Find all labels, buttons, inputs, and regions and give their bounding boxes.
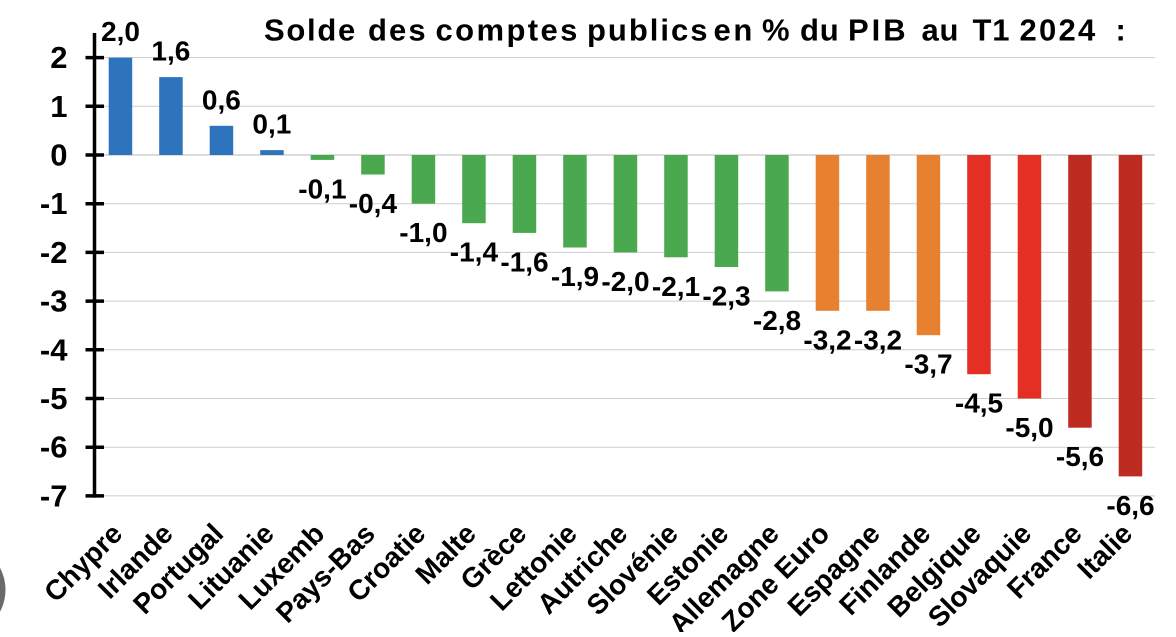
svg-text:-4: -4 bbox=[40, 332, 68, 367]
svg-text:-2,3: -2,3 bbox=[702, 281, 750, 312]
svg-text:2,0: 2,0 bbox=[101, 16, 140, 47]
svg-text:-3,2: -3,2 bbox=[803, 324, 851, 355]
svg-text:-0,1: -0,1 bbox=[298, 173, 346, 204]
svg-text:-2,0: -2,0 bbox=[601, 266, 649, 297]
svg-text:-3,7: -3,7 bbox=[904, 349, 952, 380]
svg-text:-1,6: -1,6 bbox=[500, 246, 548, 277]
svg-text:-5,6: -5,6 bbox=[1056, 441, 1104, 472]
svg-text:-5: -5 bbox=[40, 381, 68, 416]
svg-text:-2,1: -2,1 bbox=[652, 271, 700, 302]
svg-text:-2: -2 bbox=[40, 235, 68, 270]
svg-text:0,1: 0,1 bbox=[252, 109, 291, 140]
svg-text:1,6: 1,6 bbox=[151, 36, 190, 67]
svg-text:-7: -7 bbox=[40, 478, 68, 513]
svg-text:2: 2 bbox=[50, 40, 67, 75]
svg-text:0,6: 0,6 bbox=[202, 84, 241, 115]
svg-text:-1,0: -1,0 bbox=[399, 217, 447, 248]
svg-text:-1,4: -1,4 bbox=[450, 237, 499, 268]
svg-text:-5,0: -5,0 bbox=[1005, 412, 1053, 443]
svg-text:1: 1 bbox=[50, 89, 67, 124]
svg-text:-2,8: -2,8 bbox=[753, 305, 801, 336]
svg-text:-3: -3 bbox=[40, 284, 68, 319]
svg-text:-1: -1 bbox=[40, 186, 68, 221]
svg-text:-4,5: -4,5 bbox=[955, 388, 1003, 419]
svg-text:-6: -6 bbox=[40, 430, 68, 465]
svg-text:-1,9: -1,9 bbox=[551, 261, 599, 292]
svg-text:-0,4: -0,4 bbox=[349, 188, 398, 219]
svg-text:-6,6: -6,6 bbox=[1106, 490, 1154, 521]
svg-text:0: 0 bbox=[50, 138, 67, 173]
svg-text:-3,2: -3,2 bbox=[854, 324, 902, 355]
